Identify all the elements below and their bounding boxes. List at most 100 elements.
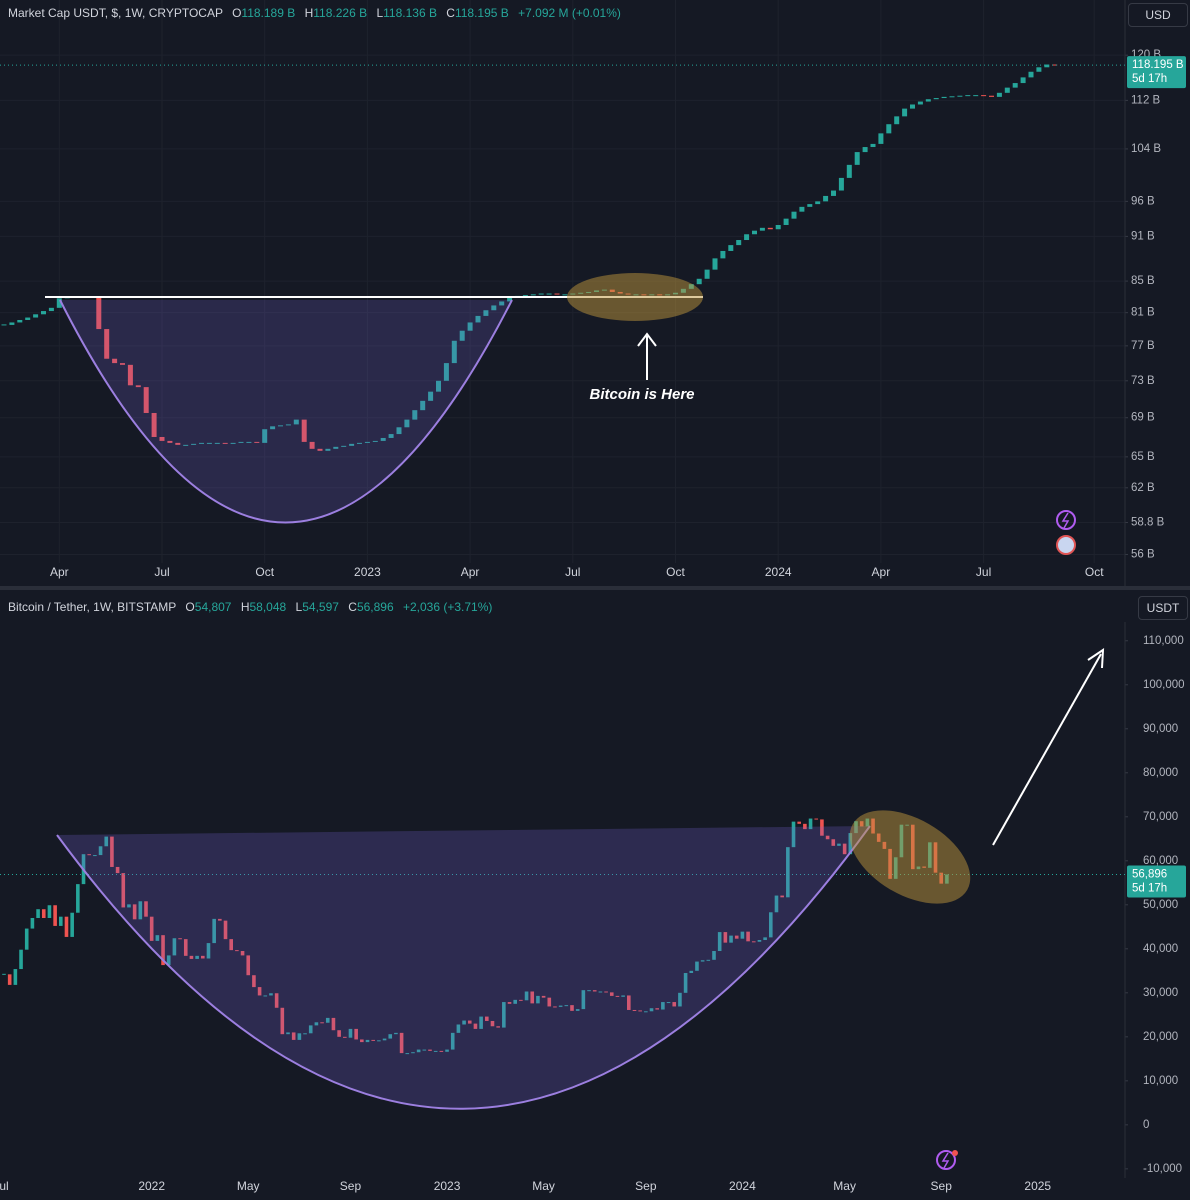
y-tick-label: 65 B bbox=[1131, 451, 1155, 463]
candle bbox=[996, 92, 1002, 97]
symbol-title: Bitcoin / Tether, 1W, BITSTAMP bbox=[8, 600, 177, 614]
x-tick-label: Apr bbox=[461, 565, 480, 579]
candle bbox=[894, 116, 900, 125]
x-tick-label: 2025 bbox=[1024, 1179, 1051, 1193]
price-tag bbox=[1127, 56, 1186, 89]
candle bbox=[9, 322, 15, 325]
y-tick-label: 56 B bbox=[1131, 549, 1155, 561]
x-tick-label: May bbox=[833, 1179, 856, 1193]
ohlc-key: C bbox=[348, 600, 357, 614]
candle bbox=[450, 1032, 455, 1050]
candle bbox=[325, 448, 331, 451]
candle bbox=[138, 901, 143, 920]
candle bbox=[354, 1028, 358, 1040]
candle bbox=[644, 1011, 648, 1013]
event-icon[interactable] bbox=[936, 1150, 956, 1170]
candle bbox=[320, 1022, 324, 1024]
candle bbox=[744, 234, 750, 241]
x-tick-label: May bbox=[532, 1179, 555, 1193]
x-tick-label: Jul bbox=[565, 565, 580, 579]
candle bbox=[433, 1050, 438, 1052]
candle bbox=[33, 314, 39, 318]
candle bbox=[235, 950, 239, 952]
candle bbox=[411, 1052, 415, 1054]
candle bbox=[343, 1036, 347, 1038]
candle bbox=[112, 358, 118, 364]
candle bbox=[712, 951, 716, 960]
event-icon[interactable] bbox=[1056, 510, 1076, 530]
x-tick-label: Sep bbox=[931, 1179, 953, 1193]
candle bbox=[570, 1005, 574, 1011]
annotation: Bitcoin is Here bbox=[589, 386, 694, 403]
candle bbox=[814, 818, 819, 820]
candle bbox=[490, 1020, 495, 1027]
candle bbox=[428, 1049, 432, 1051]
candle bbox=[820, 819, 824, 836]
candle bbox=[30, 918, 35, 929]
candle bbox=[717, 932, 722, 952]
legend-header: Market Cap USDT, $, 1W, CRYPTOCAP O118.1… bbox=[8, 6, 621, 20]
candle bbox=[815, 201, 821, 205]
candle bbox=[24, 928, 29, 950]
candle bbox=[925, 99, 931, 102]
y-tick-label: 70,000 bbox=[1143, 811, 1178, 823]
candle bbox=[541, 995, 546, 998]
candle bbox=[149, 916, 154, 941]
candle bbox=[428, 391, 434, 401]
candle bbox=[485, 1016, 489, 1021]
candle bbox=[166, 955, 171, 966]
candle bbox=[759, 227, 765, 231]
candle bbox=[632, 1009, 637, 1011]
candle bbox=[178, 938, 182, 940]
candle bbox=[317, 448, 323, 451]
flag-icon[interactable] bbox=[1056, 535, 1076, 555]
currency-button[interactable]: USD bbox=[1128, 3, 1188, 27]
candle bbox=[13, 969, 18, 985]
candle bbox=[609, 992, 614, 996]
candle bbox=[36, 909, 40, 919]
candle bbox=[439, 1050, 444, 1052]
legend-header: Bitcoin / Tether, 1W, BITSTAMP O54,807 H… bbox=[8, 600, 492, 614]
x-tick-label: Jul bbox=[976, 565, 991, 579]
candle bbox=[479, 1016, 483, 1029]
candle bbox=[706, 959, 711, 961]
candle bbox=[70, 912, 74, 937]
candle bbox=[712, 258, 718, 270]
candle bbox=[325, 1017, 330, 1023]
x-tick-label: May bbox=[237, 1179, 260, 1193]
x-tick-label: Sep bbox=[635, 1179, 657, 1193]
ohlc-value: 54,807 bbox=[194, 600, 232, 614]
candle bbox=[459, 330, 465, 341]
ohlc-key: C bbox=[446, 6, 455, 20]
candle bbox=[206, 442, 212, 444]
candle bbox=[902, 108, 908, 117]
candle bbox=[377, 1040, 381, 1042]
candle bbox=[7, 974, 12, 985]
candle bbox=[507, 297, 513, 302]
candle bbox=[159, 436, 165, 441]
candle bbox=[780, 895, 784, 898]
x-tick-label: Sep bbox=[340, 1179, 362, 1193]
arrow-shaft bbox=[992, 653, 1102, 846]
y-tick-label: 110,000 bbox=[1143, 635, 1184, 647]
candle bbox=[314, 1022, 319, 1026]
candle bbox=[546, 293, 552, 295]
y-tick-label: 40,000 bbox=[1143, 943, 1178, 955]
y-tick-label: 73 B bbox=[1131, 375, 1155, 387]
ohlc-key: O bbox=[185, 600, 195, 614]
candle bbox=[41, 311, 46, 315]
candle bbox=[127, 364, 133, 386]
currency-button[interactable]: USDT bbox=[1138, 596, 1188, 620]
candle bbox=[301, 419, 307, 442]
y-tick-label: 80,000 bbox=[1143, 767, 1178, 779]
y-tick-label: 104 B bbox=[1131, 143, 1161, 155]
candle bbox=[360, 1039, 364, 1043]
candle bbox=[47, 905, 52, 919]
candle bbox=[886, 124, 892, 134]
candle bbox=[371, 1039, 375, 1041]
candle bbox=[285, 424, 291, 426]
x-tick-label: ul bbox=[0, 1179, 9, 1193]
candle bbox=[683, 973, 688, 993]
candle bbox=[443, 363, 449, 381]
candle bbox=[191, 443, 197, 445]
